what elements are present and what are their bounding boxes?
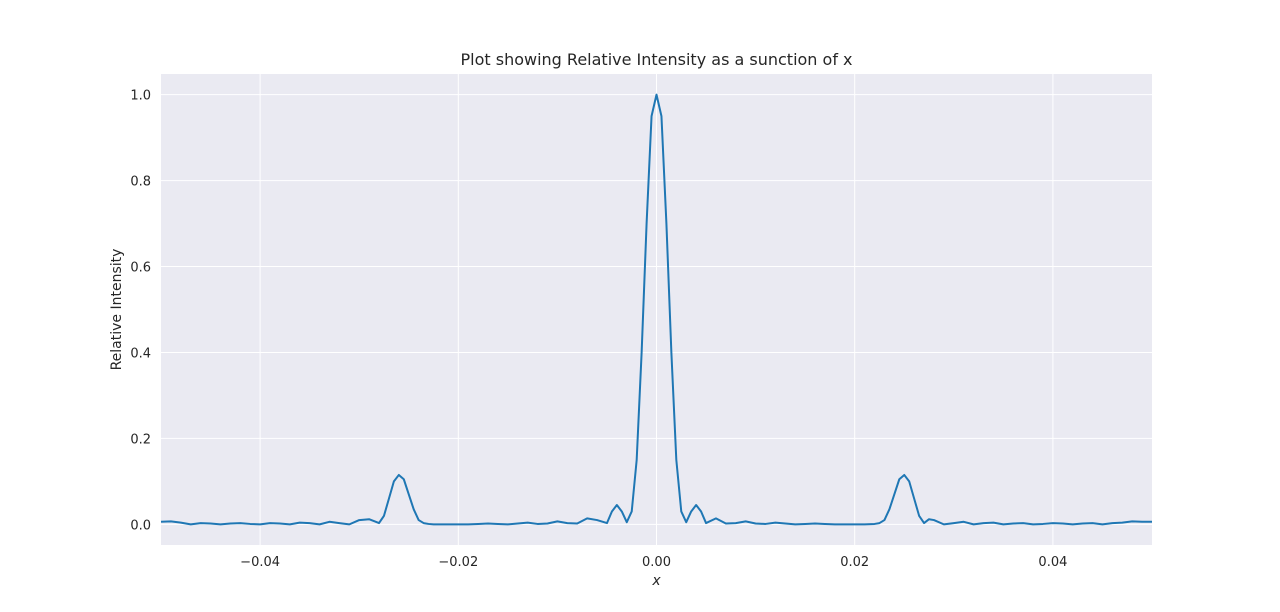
x-tick-labels: −0.04 −0.02 0.00 0.02 0.04 <box>240 555 1067 570</box>
y-tick-labels: 0.0 0.2 0.4 0.6 0.8 1.0 <box>130 89 151 534</box>
x-tick-label: 0.00 <box>642 555 671 570</box>
x-tick-label: −0.04 <box>240 555 280 570</box>
x-tick-label: 0.02 <box>840 555 869 570</box>
x-axis-label: x <box>651 573 661 589</box>
y-tick-label: 0.6 <box>130 261 151 276</box>
y-tick-label: 0.0 <box>130 518 151 533</box>
y-tick-label: 0.4 <box>130 346 151 361</box>
y-tick-label: 0.2 <box>130 432 151 447</box>
y-tick-label: 1.0 <box>130 89 151 104</box>
series-line-0 <box>160 93 1152 526</box>
series-layer <box>160 93 1152 526</box>
x-tick-label: −0.02 <box>438 555 478 570</box>
chart-title: Plot showing Relative Intensity as a sun… <box>461 50 853 69</box>
x-gridlines <box>259 74 1054 545</box>
y-tick-label: 0.8 <box>130 175 151 190</box>
y-axis-label: Relative Intensity <box>109 249 125 371</box>
x-tick-label: 0.04 <box>1038 555 1067 570</box>
